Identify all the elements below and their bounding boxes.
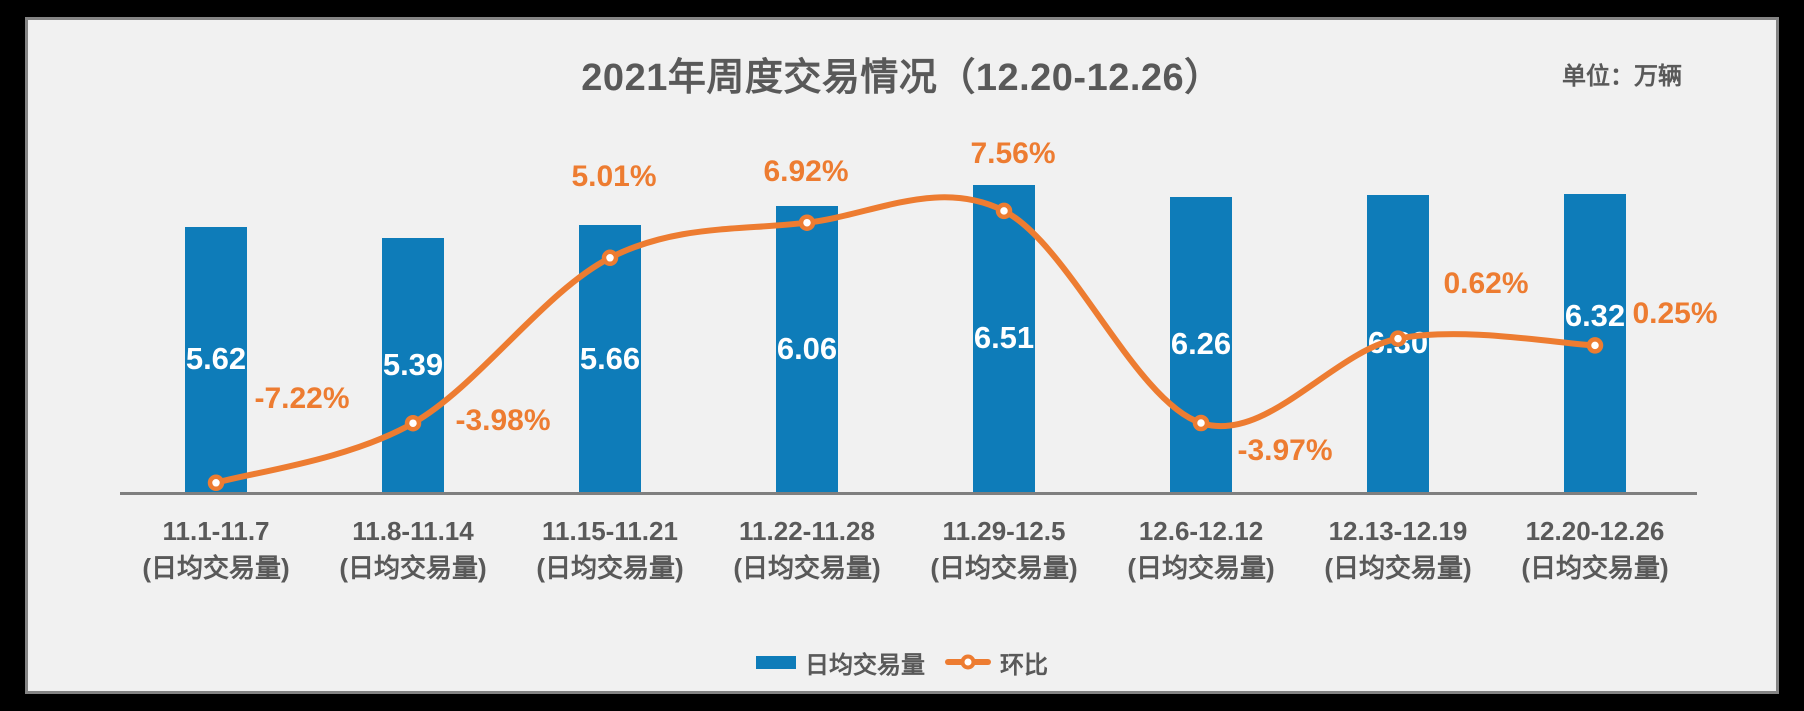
percent-label: 7.56% xyxy=(970,136,1056,170)
bar-value-label: 5.66 xyxy=(579,340,641,376)
bar-value-label: 6.26 xyxy=(1170,326,1232,362)
line-marker[interactable] xyxy=(1389,330,1407,347)
bar-value-label: 6.51 xyxy=(973,320,1035,356)
bar-series-swatch-icon xyxy=(756,655,796,669)
legend-item-bar-series[interactable]: 日均交易量 xyxy=(756,645,925,680)
x-axis-label: 12.13-12.19 (日均交易量) xyxy=(1273,513,1523,587)
percent-label: 0.25% xyxy=(1632,297,1718,331)
plot-area: 5.62 -7.22% 11.1-11.7 (日均交易量) 5.39 -3.98% 11.8… xyxy=(28,20,1776,691)
x-axis-label-sub: (日均交易量) xyxy=(1324,553,1472,583)
line-marker[interactable] xyxy=(798,214,816,231)
line-marker-icon xyxy=(960,654,976,670)
x-axis-label: 11.29-12.5 (日均交易量) xyxy=(879,513,1129,587)
x-axis-label: 11.15-11.21 (日均交易量) xyxy=(485,513,735,587)
x-axis-label: 12.6-12.12 (日均交易量) xyxy=(1076,513,1326,587)
line-series-swatch-icon xyxy=(945,654,991,670)
legend-bar-label: 日均交易量 xyxy=(805,651,925,679)
legend: 日均交易量 环比 xyxy=(28,645,1776,679)
line-marker[interactable] xyxy=(207,474,225,492)
legend-line-label: 环比 xyxy=(1000,651,1048,679)
x-axis-label: 11.1-11.7 (日均交易量) xyxy=(91,513,341,587)
x-axis-label-sub: (日均交易量) xyxy=(733,553,881,583)
line-marker[interactable] xyxy=(601,249,619,267)
x-axis-label-sub: (日均交易量) xyxy=(536,553,684,583)
x-axis-label-range: 12.20-12.26 xyxy=(1525,516,1665,546)
x-axis-label-sub: (日均交易量) xyxy=(1127,553,1275,583)
x-axis-label: 12.20-12.26 (日均交易量) xyxy=(1470,513,1720,587)
bar-value-label: 5.39 xyxy=(382,346,444,382)
x-axis-label-range: 11.22-11.28 xyxy=(739,516,875,546)
x-axis-label-sub: (日均交易量) xyxy=(142,553,290,583)
chart-panel: 2021年周度交易情况（12.20-12.26） 单位：万辆 5.62 -7.22… xyxy=(25,17,1779,694)
unit-label: 单位：万辆 xyxy=(1562,63,1682,90)
x-axis-label-range: 11.15-11.21 xyxy=(542,516,678,546)
x-axis-label-range: 12.13-12.19 xyxy=(1328,516,1468,546)
x-axis-label: 11.22-11.28 (日均交易量) xyxy=(682,513,932,587)
legend-item-line-series[interactable]: 环比 xyxy=(945,645,1048,680)
line-series-layer xyxy=(207,194,1604,492)
x-axis-label-range: 11.8-11.14 xyxy=(352,516,474,546)
x-axis-label-range: 11.29-12.5 xyxy=(942,516,1066,546)
x-axis-label-sub: (日均交易量) xyxy=(1521,553,1669,583)
percent-label: 0.62% xyxy=(1443,266,1529,300)
bar-value-label: 5.62 xyxy=(185,341,247,377)
line-marker[interactable] xyxy=(1586,337,1604,354)
x-axis-label: 11.8-11.14 (日均交易量) xyxy=(288,513,538,587)
percent-label: -3.98% xyxy=(455,404,551,438)
x-axis-line xyxy=(120,492,1697,495)
chart-content: 2021年周度交易情况（12.20-12.26） 单位：万辆 5.62 -7.22… xyxy=(28,20,1776,691)
percent-label: 6.92% xyxy=(763,154,849,188)
percent-label: -3.97% xyxy=(1237,434,1333,468)
percent-label: 5.01% xyxy=(571,159,657,193)
line-marker[interactable] xyxy=(995,202,1013,220)
x-axis-label-range: 12.6-12.12 xyxy=(1138,516,1264,546)
chart-title: 2021年周度交易情况（12.20-12.26） xyxy=(581,57,1223,99)
line-marker[interactable] xyxy=(1192,414,1210,432)
bar-value-label: 6.06 xyxy=(776,331,838,367)
x-axis-label-range: 11.1-11.7 xyxy=(162,516,270,546)
bar-value-label: 6.32 xyxy=(1564,297,1626,333)
percent-label: -7.22% xyxy=(254,381,350,415)
x-axis-label-sub: (日均交易量) xyxy=(339,553,487,583)
x-axis-label-sub: (日均交易量) xyxy=(930,553,1078,583)
line-marker[interactable] xyxy=(404,414,422,432)
